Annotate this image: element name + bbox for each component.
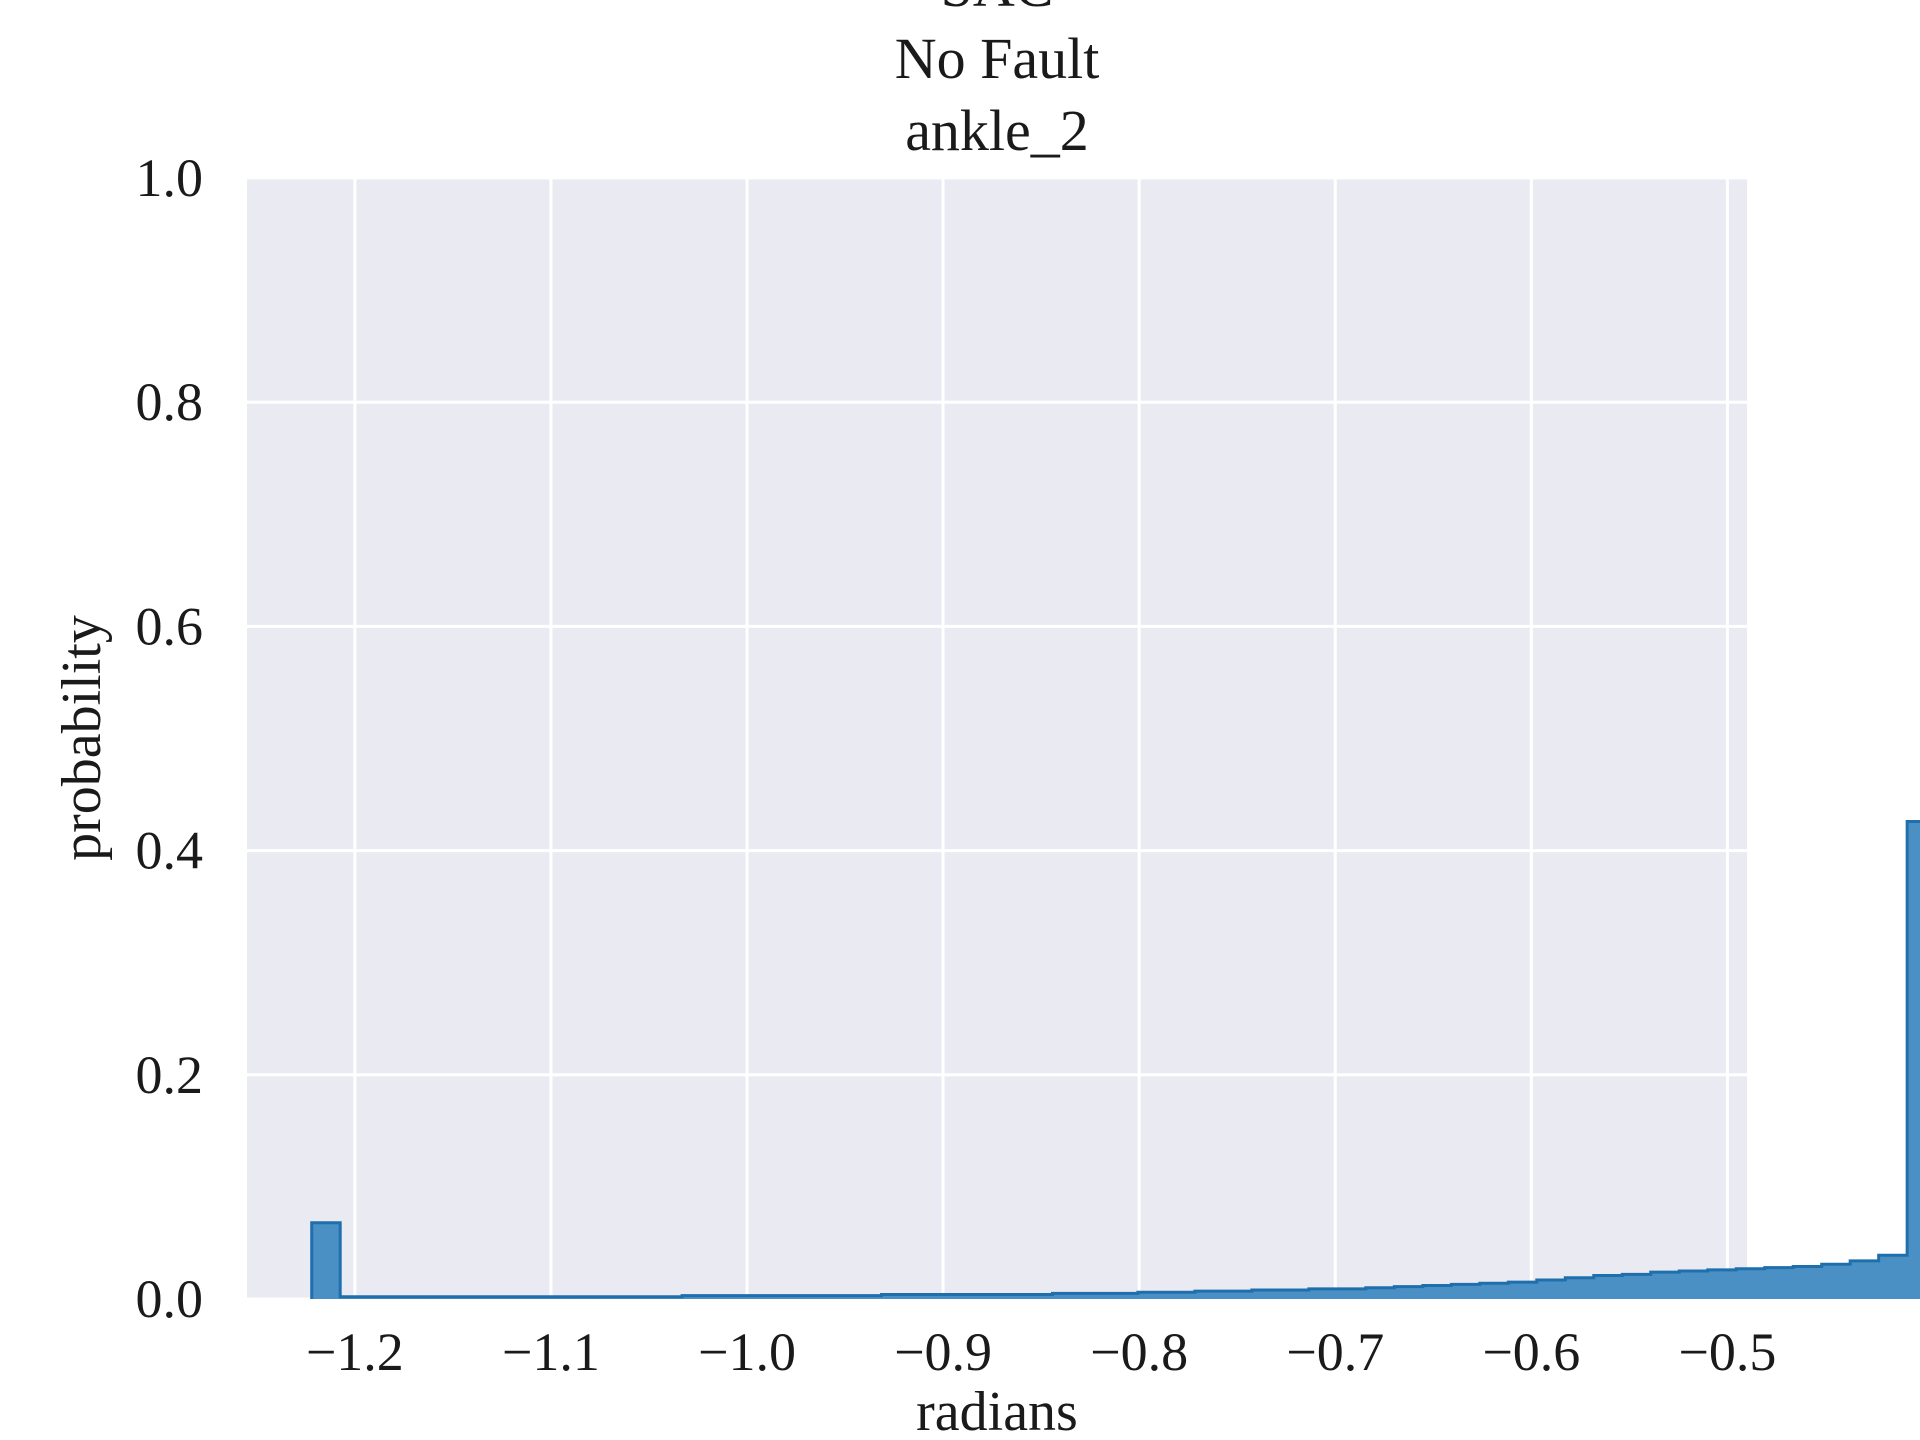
histogram-bar: [1223, 1291, 1253, 1299]
histogram-bar: [966, 1294, 996, 1299]
x-tick-label: −0.5: [1678, 1322, 1776, 1382]
histogram-bar: [1793, 1266, 1823, 1299]
y-tick-label: 0.2: [136, 1045, 204, 1105]
histogram-bar: [710, 1295, 740, 1299]
x-tick-label: −0.9: [894, 1322, 992, 1382]
histogram-bar: [767, 1295, 797, 1299]
y-tick-label: 1.0: [136, 148, 204, 208]
histogram-bar: [1850, 1260, 1880, 1299]
histogram-bar: [1650, 1272, 1680, 1299]
histogram-bar: [1280, 1290, 1310, 1299]
x-tick-label: −1.2: [306, 1322, 404, 1382]
plot-background: [247, 178, 1747, 1299]
y-tick-label: 0.6: [136, 596, 204, 656]
histogram-bar: [796, 1295, 826, 1299]
histogram-bar: [1052, 1293, 1082, 1299]
histogram-bar: [1337, 1288, 1367, 1299]
histogram-bar: [1365, 1287, 1395, 1299]
y-tick-label: 0.0: [136, 1269, 204, 1329]
histogram-bar: [1907, 821, 1920, 1299]
histogram-bar: [1080, 1293, 1110, 1299]
title-line-2: No Fault: [895, 26, 1100, 91]
x-tick-labels: −1.2 −1.1 −1.0 −0.9 −0.8 −0.7 −0.6 −0.5: [306, 1322, 1777, 1382]
histogram-bar: [1679, 1270, 1709, 1299]
histogram-bar: [1251, 1290, 1281, 1299]
title-line-3: ankle_2: [905, 98, 1089, 163]
histogram-bar: [1166, 1292, 1196, 1299]
histogram-bar: [1508, 1282, 1538, 1299]
x-tick-label: −0.6: [1482, 1322, 1580, 1382]
histogram-bar: [1622, 1274, 1652, 1299]
histogram-bar: [1764, 1267, 1794, 1299]
x-axis-label: radians: [916, 1381, 1078, 1440]
y-tick-labels: 0.0 0.2 0.4 0.6 0.8 1.0: [136, 148, 204, 1329]
histogram-bar: [1878, 1255, 1908, 1299]
histogram-bar: [311, 1222, 341, 1299]
histogram-bar: [739, 1295, 769, 1299]
title-line-1: SAC: [941, 0, 1054, 19]
histogram-bar: [1821, 1264, 1851, 1299]
histogram-outline: [310, 819, 1920, 1299]
histogram-bar: [1565, 1277, 1595, 1299]
grid-lines: [247, 176, 1747, 1301]
histogram-bar: [1536, 1279, 1566, 1299]
histogram-bar: [1137, 1292, 1167, 1299]
histogram-bar: [682, 1295, 712, 1299]
histogram-bar: [1308, 1288, 1338, 1299]
histogram-bar: [1736, 1268, 1766, 1299]
histogram-bars: [311, 821, 1920, 1299]
x-tick-label: −1.0: [698, 1322, 796, 1382]
histogram-bar: [938, 1294, 968, 1299]
histogram-bar: [1109, 1293, 1139, 1299]
histogram-bar: [1394, 1286, 1424, 1299]
histogram-bar: [1593, 1275, 1623, 1299]
histogram-bar: [1194, 1291, 1224, 1299]
histogram-bar: [1023, 1294, 1053, 1299]
histogram-bar: [1422, 1285, 1452, 1299]
histogram-bar: [995, 1294, 1025, 1299]
histogram-bar: [910, 1294, 939, 1299]
histogram-bar: [881, 1294, 911, 1299]
histogram-bar: [853, 1295, 883, 1299]
x-tick-label: −0.8: [1090, 1322, 1188, 1382]
x-tick-label: −1.1: [502, 1322, 600, 1382]
y-tick-label: 0.4: [136, 821, 204, 881]
y-tick-label: 0.8: [136, 372, 204, 432]
y-axis-label: probability: [51, 615, 113, 861]
histogram-bar: [1479, 1283, 1509, 1299]
histogram-bar: [824, 1295, 854, 1299]
histogram-bar: [1707, 1269, 1737, 1299]
histogram-bar: [1451, 1284, 1481, 1299]
x-tick-label: −0.7: [1286, 1322, 1384, 1382]
